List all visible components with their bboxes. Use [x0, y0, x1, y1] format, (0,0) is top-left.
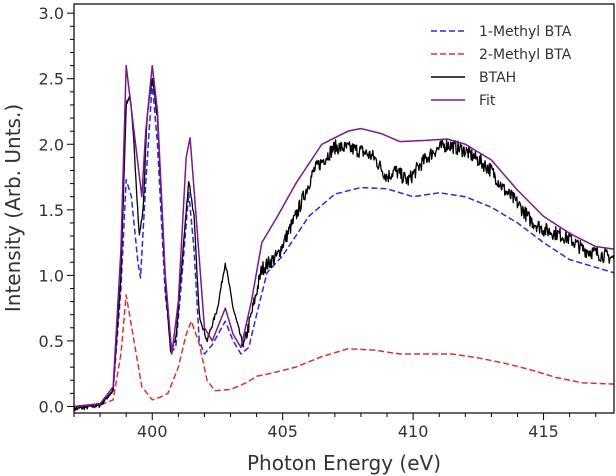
y-tick-label: 3.0: [39, 4, 64, 23]
y-axis-title: Intensity (Arb. Unts.): [1, 104, 25, 312]
x-tick-label: 405: [267, 422, 298, 441]
y-tick-label: 0.5: [39, 332, 64, 351]
series-line-2: [74, 77, 614, 412]
y-tick-label: 1.0: [39, 266, 64, 285]
legend: 1-Methyl BTA 2-Methyl BTA BTAH Fit: [431, 24, 572, 109]
legend-label: 1-Methyl BTA: [479, 24, 572, 40]
x-tick-label: 410: [398, 422, 429, 441]
series-layer: [74, 64, 614, 412]
x-tick-label: 400: [137, 422, 168, 441]
y-tick-label: 0.0: [39, 397, 64, 416]
plot-frame: [73, 3, 615, 414]
series-line-0: [74, 81, 614, 408]
legend-label: 2-Methyl BTA: [479, 47, 572, 63]
x-axis-title: Photon Energy (eV): [247, 451, 441, 475]
series-line-3: [74, 64, 614, 408]
legend-label: Fit: [479, 93, 496, 109]
y-tick-label: 2.0: [39, 135, 64, 154]
x-tick-label: 415: [528, 422, 559, 441]
y-tick-label: 1.5: [39, 201, 64, 220]
y-tick-label: 2.5: [39, 70, 64, 89]
series-line-1: [74, 294, 614, 408]
legend-label: BTAH: [479, 70, 516, 86]
ticks-layer: 400 405 410 415 0.0 0.5 1.0 1.5 2.0 2.5 3.0: [39, 4, 597, 441]
